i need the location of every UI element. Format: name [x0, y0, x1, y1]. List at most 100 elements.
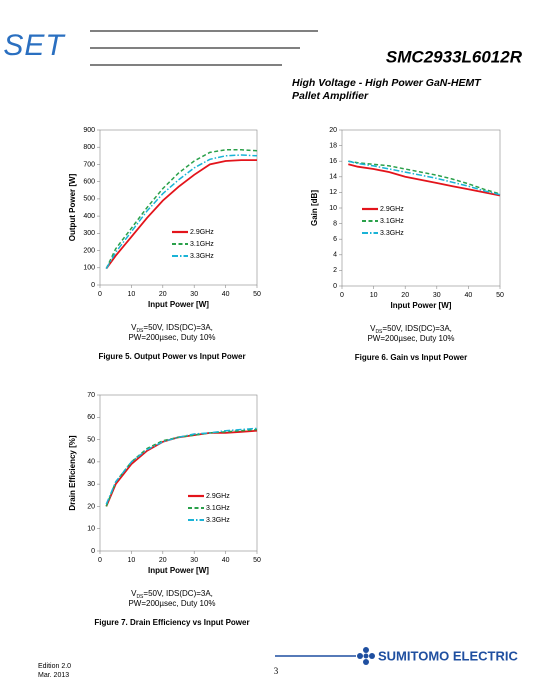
x-tick-label: 10 — [128, 557, 136, 564]
series-line — [105, 159, 257, 270]
legend-label: 3.3GHz — [206, 517, 230, 524]
y-tick-label: 12 — [329, 189, 337, 196]
y-tick-label: 500 — [83, 196, 95, 203]
condition-part: =50V, IDS(DC)=3A, — [382, 324, 452, 333]
y-tick-label: 60 — [87, 414, 95, 421]
logo: SET — [3, 29, 66, 62]
figure-caption: Figure 6. Gain vs Input Power — [355, 353, 467, 362]
series-line — [348, 163, 501, 197]
condition-note: PW=200µsec, Duty 10% — [128, 333, 215, 342]
x-tick-label: 30 — [433, 292, 441, 299]
brand-mark — [357, 647, 375, 665]
page-number: 3 — [274, 666, 279, 676]
y-tick-label: 700 — [83, 161, 95, 168]
y-tick-label: 300 — [83, 230, 95, 237]
y-tick-label: 100 — [83, 265, 95, 272]
legend-label: 2.9GHz — [380, 206, 404, 213]
condition-note: PW=200µsec, Duty 10% — [367, 334, 454, 343]
x-tick-label: 50 — [496, 292, 504, 299]
x-tick-label: 0 — [98, 557, 102, 564]
x-tick-label: 40 — [222, 291, 230, 298]
edition: Edition 2.0 — [38, 663, 71, 670]
y-tick-label: 10 — [87, 526, 95, 533]
legend-label: 2.9GHz — [190, 229, 214, 236]
condition-note: VDS=50V, IDS(DC)=3A, — [131, 323, 213, 334]
x-tick-label: 30 — [190, 557, 198, 564]
y-tick-label: 900 — [83, 127, 95, 134]
x-axis-label: Input Power [W] — [148, 300, 209, 309]
condition-part: DS — [375, 329, 383, 335]
y-axis-label: Output Power [W] — [68, 173, 77, 241]
legend-label: 2.9GHz — [206, 493, 230, 500]
y-tick-label: 6 — [333, 236, 337, 243]
y-tick-label: 8 — [333, 220, 337, 227]
y-tick-label: 16 — [329, 158, 337, 165]
legend-label: 3.1GHz — [206, 505, 230, 512]
y-tick-label: 18 — [329, 142, 337, 149]
y-tick-label: 10 — [329, 205, 337, 212]
y-tick-label: 2 — [333, 267, 337, 274]
x-axis-label: Input Power [W] — [148, 566, 209, 575]
part-number: SMC2933L6012R — [386, 47, 523, 66]
x-tick-label: 20 — [159, 291, 167, 298]
x-tick-label: 50 — [253, 291, 261, 298]
plot-area — [99, 129, 258, 286]
condition-part: DS — [136, 594, 144, 600]
figure-caption: Figure 7. Drain Efficiency vs Input Powe… — [94, 618, 249, 627]
y-tick-label: 14 — [329, 174, 337, 181]
series-line — [348, 160, 501, 196]
y-tick-label: 200 — [83, 247, 95, 254]
date: Mar. 2013 — [38, 672, 69, 679]
y-tick-label: 20 — [87, 503, 95, 510]
plot-area — [99, 394, 258, 552]
x-tick-label: 40 — [222, 557, 230, 564]
y-tick-label: 800 — [83, 144, 95, 151]
series-line — [105, 149, 258, 269]
figure-caption: Figure 5. Output Power vs Input Power — [98, 352, 245, 361]
x-tick-label: 50 — [253, 557, 261, 564]
y-tick-label: 0 — [91, 282, 95, 289]
legend-label: 3.3GHz — [190, 253, 214, 260]
condition-part: =50V, IDS(DC)=3A, — [143, 589, 213, 598]
condition-note: VDS=50V, IDS(DC)=3A, — [370, 324, 452, 335]
condition-part: DS — [136, 328, 144, 334]
x-tick-label: 20 — [159, 557, 167, 564]
y-tick-label: 70 — [87, 392, 95, 399]
y-tick-label: 20 — [329, 127, 337, 134]
y-tick-label: 0 — [91, 548, 95, 555]
x-tick-label: 0 — [98, 291, 102, 298]
x-tick-label: 20 — [401, 292, 409, 299]
condition-note: PW=200µsec, Duty 10% — [128, 599, 215, 608]
legend-label: 3.1GHz — [380, 218, 404, 225]
legend-label: 3.1GHz — [190, 241, 214, 248]
condition-part: =50V, IDS(DC)=3A, — [143, 323, 213, 332]
y-axis-label: Drain Efficiency [%] — [68, 435, 77, 510]
legend-label: 3.3GHz — [380, 230, 404, 237]
condition-part: V — [370, 324, 376, 333]
x-tick-label: 0 — [340, 292, 344, 299]
series-line — [348, 160, 501, 195]
x-tick-label: 10 — [370, 292, 378, 299]
condition-part: V — [131, 589, 137, 598]
y-tick-label: 50 — [87, 436, 95, 443]
series-line — [105, 429, 258, 507]
x-tick-label: 40 — [465, 292, 473, 299]
subtitle: Pallet Amplifier — [292, 90, 369, 102]
brand: SUMITOMO ELECTRIC — [378, 648, 518, 663]
condition-note: VDS=50V, IDS(DC)=3A, — [131, 589, 213, 600]
y-tick-label: 0 — [333, 283, 337, 290]
y-tick-label: 40 — [87, 459, 95, 466]
condition-part: V — [131, 323, 137, 332]
series-line — [105, 428, 258, 507]
y-tick-label: 400 — [83, 213, 95, 220]
subtitle: High Voltage - High Power GaN-HEMT — [292, 77, 482, 89]
series-line — [105, 154, 258, 269]
x-tick-label: 30 — [190, 291, 198, 298]
y-tick-label: 30 — [87, 481, 95, 488]
x-tick-label: 10 — [128, 291, 136, 298]
x-axis-label: Input Power [W] — [391, 301, 452, 310]
y-tick-label: 4 — [333, 252, 337, 259]
y-axis-label: Gain [dB] — [310, 190, 319, 226]
